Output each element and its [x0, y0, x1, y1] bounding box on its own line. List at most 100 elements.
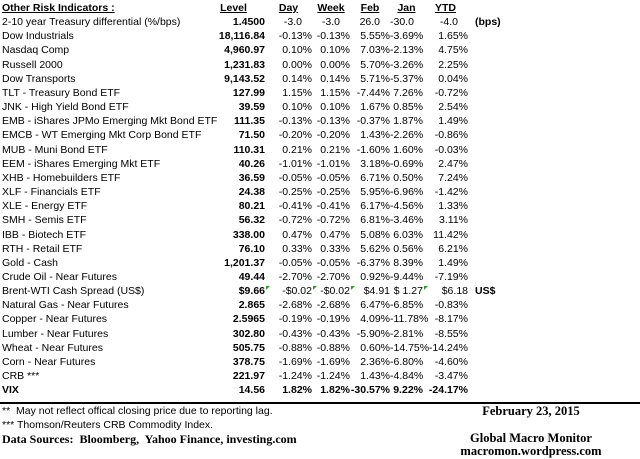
col-header-blank — [468, 1, 640, 15]
footer-divider-line — [0, 402, 640, 404]
table-row: Russell 2000 1,231.83 0.00% 0.00% 5.70% -3.26… — [0, 58, 640, 72]
day-value: -0.05% — [278, 256, 312, 269]
week-value: -0.05% — [316, 256, 350, 269]
table-row: EMCB - WT Emerging Mkt Corp Bond ETF 71.5… — [0, 128, 640, 142]
footnote-reporting-lag: ** May not reflect offical closing price… — [2, 405, 273, 417]
level-value: 2.5965 — [232, 313, 265, 326]
ytd-value: -0.83% — [434, 299, 468, 312]
jan-value: 0.50% — [393, 171, 423, 184]
row-suffix — [468, 185, 640, 199]
day-value: -$0.02 — [265, 284, 312, 298]
week-value: -2.70% — [316, 270, 350, 283]
jan-value: 9.22% — [393, 384, 423, 397]
feb-value: 5.62% — [360, 242, 390, 255]
row-label: 2-10 year Treasury differential (%/bps) — [2, 16, 181, 29]
row-suffix — [468, 157, 640, 171]
week-value: 0.33% — [320, 242, 350, 255]
feb-value: 6.47% — [360, 299, 390, 312]
week-value: -2.68% — [316, 299, 350, 312]
row-suffix — [468, 327, 640, 341]
week-value: -0.72% — [316, 214, 350, 227]
jan-value: 1.87% — [393, 115, 423, 128]
feb-value: -1.60% — [356, 143, 390, 156]
jan-value: -6.85% — [390, 299, 424, 312]
table-row: Natural Gas - Near Futures 2.865 -2.68% -2.… — [0, 298, 640, 312]
feb-value: 5.95% — [360, 186, 390, 199]
table-row: MUB - Muni Bond ETF 110.31 0.21% 0.21% -1.60… — [0, 143, 640, 157]
week-value: -$0.02 — [312, 284, 350, 298]
feb-value: -7.44% — [356, 86, 390, 99]
row-label: Copper - Near Futures — [2, 313, 108, 326]
jan-value: -2.13% — [390, 44, 424, 57]
row-label: Dow Industrials — [2, 30, 74, 43]
jan-value: 6.03% — [393, 228, 423, 241]
feb-value: -0.37% — [356, 115, 390, 128]
table-row: Dow Transports 9,143.52 0.14% 0.14% 5.71% -5.… — [0, 72, 640, 86]
table-title: Other Risk Indicators : — [2, 2, 115, 14]
ytd-value: -8.17% — [434, 313, 468, 326]
row-label: RTH - Retail ETF — [2, 242, 83, 255]
level-value: 2.865 — [238, 299, 265, 312]
row-suffix — [468, 369, 640, 383]
feb-value: 6.17% — [360, 200, 390, 213]
feb-value: 4.09% — [360, 313, 390, 326]
level-value: 56.32 — [238, 214, 265, 227]
level-value: 24.38 — [238, 186, 265, 199]
data-sources-line: Data Sources: Bloomberg, Yahoo Finance, … — [2, 432, 297, 446]
footer-gap — [420, 418, 640, 432]
level-value: 80.21 — [238, 200, 265, 213]
feb-value: 26.0 — [359, 16, 380, 29]
week-value: -0.41% — [316, 200, 350, 213]
week-value: 0.21% — [320, 143, 350, 156]
level-value: 39.59 — [238, 101, 265, 114]
row-suffix — [468, 114, 640, 128]
row-label: EMCB - WT Emerging Mkt Corp Bond ETF — [2, 129, 202, 142]
week-value: -0.20% — [316, 129, 350, 142]
day-value: -0.13% — [278, 30, 312, 43]
week-value: -0.19% — [316, 313, 350, 326]
ytd-value: -4.0 — [439, 16, 458, 29]
row-suffix — [468, 29, 640, 43]
indicators-tbody: 2-10 year Treasury differential (%/bps) 1… — [0, 15, 640, 397]
row-suffix — [468, 312, 640, 326]
ytd-value: -3.47% — [434, 370, 468, 383]
week-value: 0.10% — [320, 101, 350, 114]
row-suffix — [468, 213, 640, 227]
jan-value: -4.84% — [390, 370, 424, 383]
header-row: Other Risk Indicators : Level Day Week F… — [0, 1, 640, 15]
day-value: -0.41% — [278, 200, 312, 213]
row-suffix — [468, 256, 640, 270]
row-label: SMH - Semis ETF — [2, 214, 87, 227]
day-value: 0.00% — [282, 58, 312, 71]
level-value: 1,231.83 — [224, 58, 265, 71]
jan-value: -2.26% — [390, 129, 424, 142]
row-label: EEM - iShares Emerging Mkt ETF — [2, 157, 161, 170]
table-row: EMB - iShares JPMo Emerging Mkt Bond ETF… — [0, 114, 640, 128]
table-row: Gold - Cash 1,201.37 -0.05% -0.05% -6.37% 8.3… — [0, 256, 640, 270]
row-suffix — [468, 128, 640, 142]
level-value: 302.80 — [232, 327, 265, 340]
level-value: 40.26 — [238, 157, 265, 170]
report-date: February 23, 2015 — [482, 404, 580, 418]
jan-value: -0.69% — [390, 157, 424, 170]
level-value: $9.66 — [238, 285, 265, 298]
level-value: 9,143.52 — [224, 72, 265, 85]
day-value: 0.21% — [282, 143, 312, 156]
table-row: XHB - Homebuilders ETF 36.59 -0.05% -0.05% 6… — [0, 171, 640, 185]
jan-value: -9.44% — [390, 270, 424, 283]
jan-value: 1.60% — [393, 143, 423, 156]
feb-value: 6.81% — [360, 214, 390, 227]
jan-value: -6.96% — [390, 186, 424, 199]
feb-value: 5.55% — [360, 30, 390, 43]
day-value: 1.82% — [282, 384, 312, 397]
row-label: Natural Gas - Near Futures — [2, 299, 129, 312]
feb-value: 0.60% — [360, 341, 390, 354]
jan-value: -30.0 — [390, 16, 414, 29]
table-row: Wheat - Near Futures 505.75 -0.88% -0.88% 0.… — [0, 341, 640, 355]
table-row: Crude Oil - Near Futures 49.44 -2.70% -2.70… — [0, 270, 640, 284]
ytd-value: -0.03% — [434, 143, 468, 156]
feb-value: 5.70% — [360, 58, 390, 71]
feb-value: 0.92% — [360, 270, 390, 283]
day-value: 0.47% — [282, 228, 312, 241]
